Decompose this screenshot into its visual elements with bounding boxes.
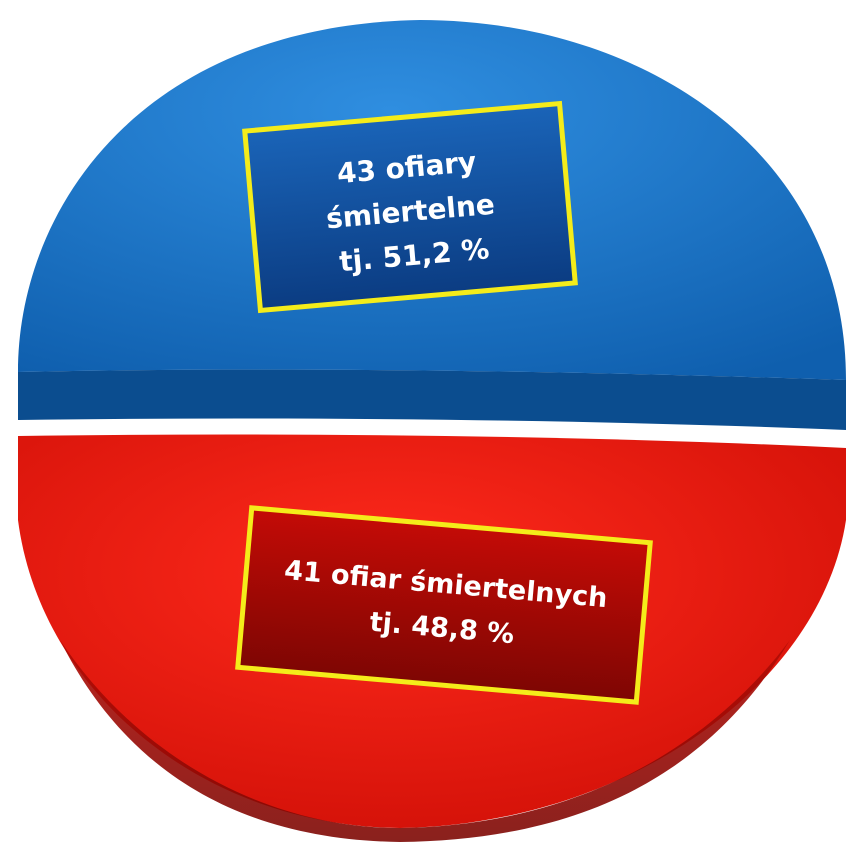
blue-label-box-border [242,100,578,314]
red-label-box-border [235,505,653,705]
pie-slice-blue-edge [18,369,846,430]
blue-label-box: 43 ofiary śmiertelne tj. 51,2 % [242,100,578,314]
red-label-box: 41 ofiar śmiertelnych tj. 48,8 % [235,505,653,705]
pie-slice-red-edge [60,640,790,842]
